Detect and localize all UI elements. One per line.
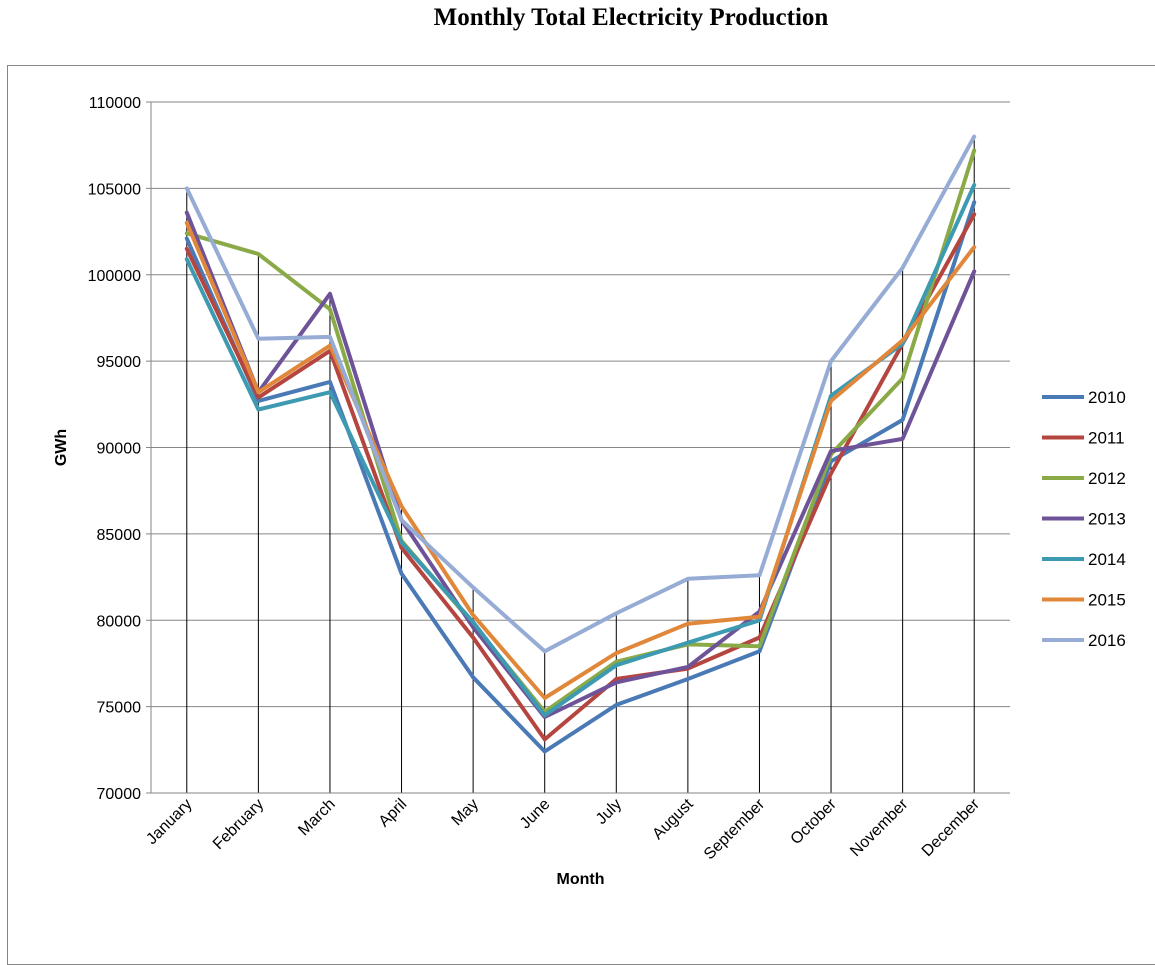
axis-labels: 70000 75000 80000 85000 90000 95000 100000 1050…: [53, 95, 984, 888]
series-lines: [184, 134, 977, 754]
series-line-2013: [184, 210, 977, 719]
series-line-2016: [184, 134, 977, 654]
axes: [146, 101, 1010, 794]
y-tick-label: 90000: [97, 441, 142, 458]
page-title: Monthly Total Electricity Production: [433, 4, 829, 31]
x-tick-label: October: [788, 795, 841, 848]
x-axis-title: Month: [557, 871, 605, 888]
y-tick-label: 70000: [97, 786, 142, 803]
x-tick-label: November: [847, 795, 912, 860]
x-tick-label: June: [517, 796, 554, 833]
legend-label-2016: 2016: [1088, 631, 1126, 650]
y-tick-label: 95000: [97, 354, 142, 371]
x-tick-label: December: [919, 795, 984, 860]
y-tick-label: 105000: [88, 181, 141, 198]
x-tick-label: July: [593, 796, 625, 828]
drop-lines: [186, 136, 975, 793]
y-tick-label: 75000: [97, 700, 142, 717]
series-line-2014: [184, 182, 977, 718]
y-tick-label: 85000: [97, 527, 142, 544]
legend-label-2012: 2012: [1088, 469, 1126, 488]
legend-label-2015: 2015: [1088, 591, 1126, 610]
x-tick-label: August: [649, 795, 697, 843]
x-tick-label: May: [449, 796, 482, 829]
x-tick-label: September: [701, 795, 769, 863]
y-tick-label: 110000: [89, 95, 141, 112]
y-tick-label: 100000: [88, 268, 141, 285]
series-line-2010: [184, 200, 977, 754]
series-line-2015: [184, 220, 977, 700]
line-chart: 70000 75000 80000 85000 90000 95000 100000 1050…: [53, 95, 1126, 888]
x-tick-label: January: [143, 796, 195, 848]
legend-label-2014: 2014: [1088, 550, 1126, 569]
y-axis-title: GWh: [53, 429, 70, 466]
y-tick-label: 80000: [97, 613, 142, 630]
x-tick-label: March: [295, 796, 338, 839]
legend-label-2013: 2013: [1088, 510, 1126, 529]
x-tick-label: April: [376, 796, 411, 831]
legend: 2010 2011 2012 2013 2014 2015 2016: [1042, 388, 1126, 650]
legend-label-2010: 2010: [1088, 388, 1126, 407]
x-tick-label: February: [210, 796, 267, 853]
series-line-2012: [184, 148, 977, 714]
chart-frame: 70000 75000 80000 85000 90000 95000 100000 1050…: [7, 65, 1155, 965]
series-line-2011: [184, 212, 977, 742]
gridlines: [151, 101, 1010, 794]
legend-label-2011: 2011: [1088, 429, 1125, 448]
